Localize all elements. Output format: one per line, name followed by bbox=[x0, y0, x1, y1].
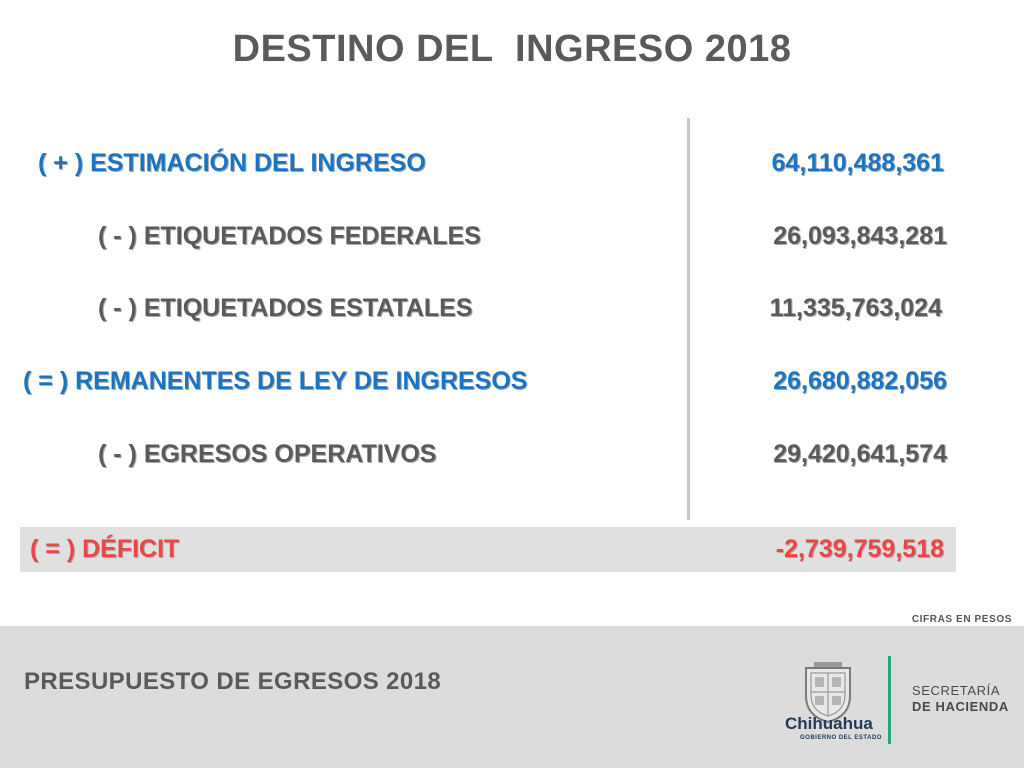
row-value-egresos: 29,420,641,574 bbox=[773, 440, 947, 468]
brand-subtitle: GOBIERNO DEL ESTADO bbox=[800, 735, 882, 741]
deficit-value: -2,739,759,518 bbox=[775, 535, 944, 563]
brand-name: Chihuahua bbox=[785, 714, 873, 733]
page-title: DESTINO DEL INGRESO 2018 bbox=[232, 28, 792, 70]
footer-title: PRESUPUESTO DE EGRESOS 2018 bbox=[24, 668, 442, 695]
row-label-egresos: ( - ) EGRESOS OPERATIVOS bbox=[98, 440, 437, 468]
row-label-estatales: ( - ) ETIQUETADOS ESTATALES bbox=[98, 294, 473, 322]
state-seal-icon bbox=[805, 662, 851, 724]
footer: PRESUPUESTO DE EGRESOS 2018 Chihuahua GO… bbox=[0, 626, 1024, 768]
secretaria-line1: SECRETARÍA bbox=[912, 683, 1001, 698]
row-value-federales: 26,093,843,281 bbox=[773, 222, 947, 250]
row-label-remanentes: ( = ) REMANENTES DE LEY DE INGRESOS bbox=[23, 367, 528, 395]
row-value-remanentes: 26,680,882,056 bbox=[773, 367, 947, 395]
deficit-label: ( = ) DÉFICIT bbox=[30, 535, 180, 563]
column-divider bbox=[687, 118, 690, 520]
row-value-estimacion: 64,110,488,361 bbox=[771, 149, 944, 177]
row-label-estimacion: ( + ) ESTIMACIÓN DEL INGRESO bbox=[38, 149, 426, 177]
row-value-estatales: 11,335,763,024 bbox=[769, 294, 942, 322]
row-label-federales: ( - ) ETIQUETADOS FEDERALES bbox=[98, 222, 481, 250]
brand-divider bbox=[888, 656, 891, 744]
deficit-row bbox=[20, 527, 956, 572]
units-note: CIFRAS EN PESOS bbox=[911, 614, 1012, 625]
secretaria-line2: DE HACIENDA bbox=[912, 699, 1009, 714]
